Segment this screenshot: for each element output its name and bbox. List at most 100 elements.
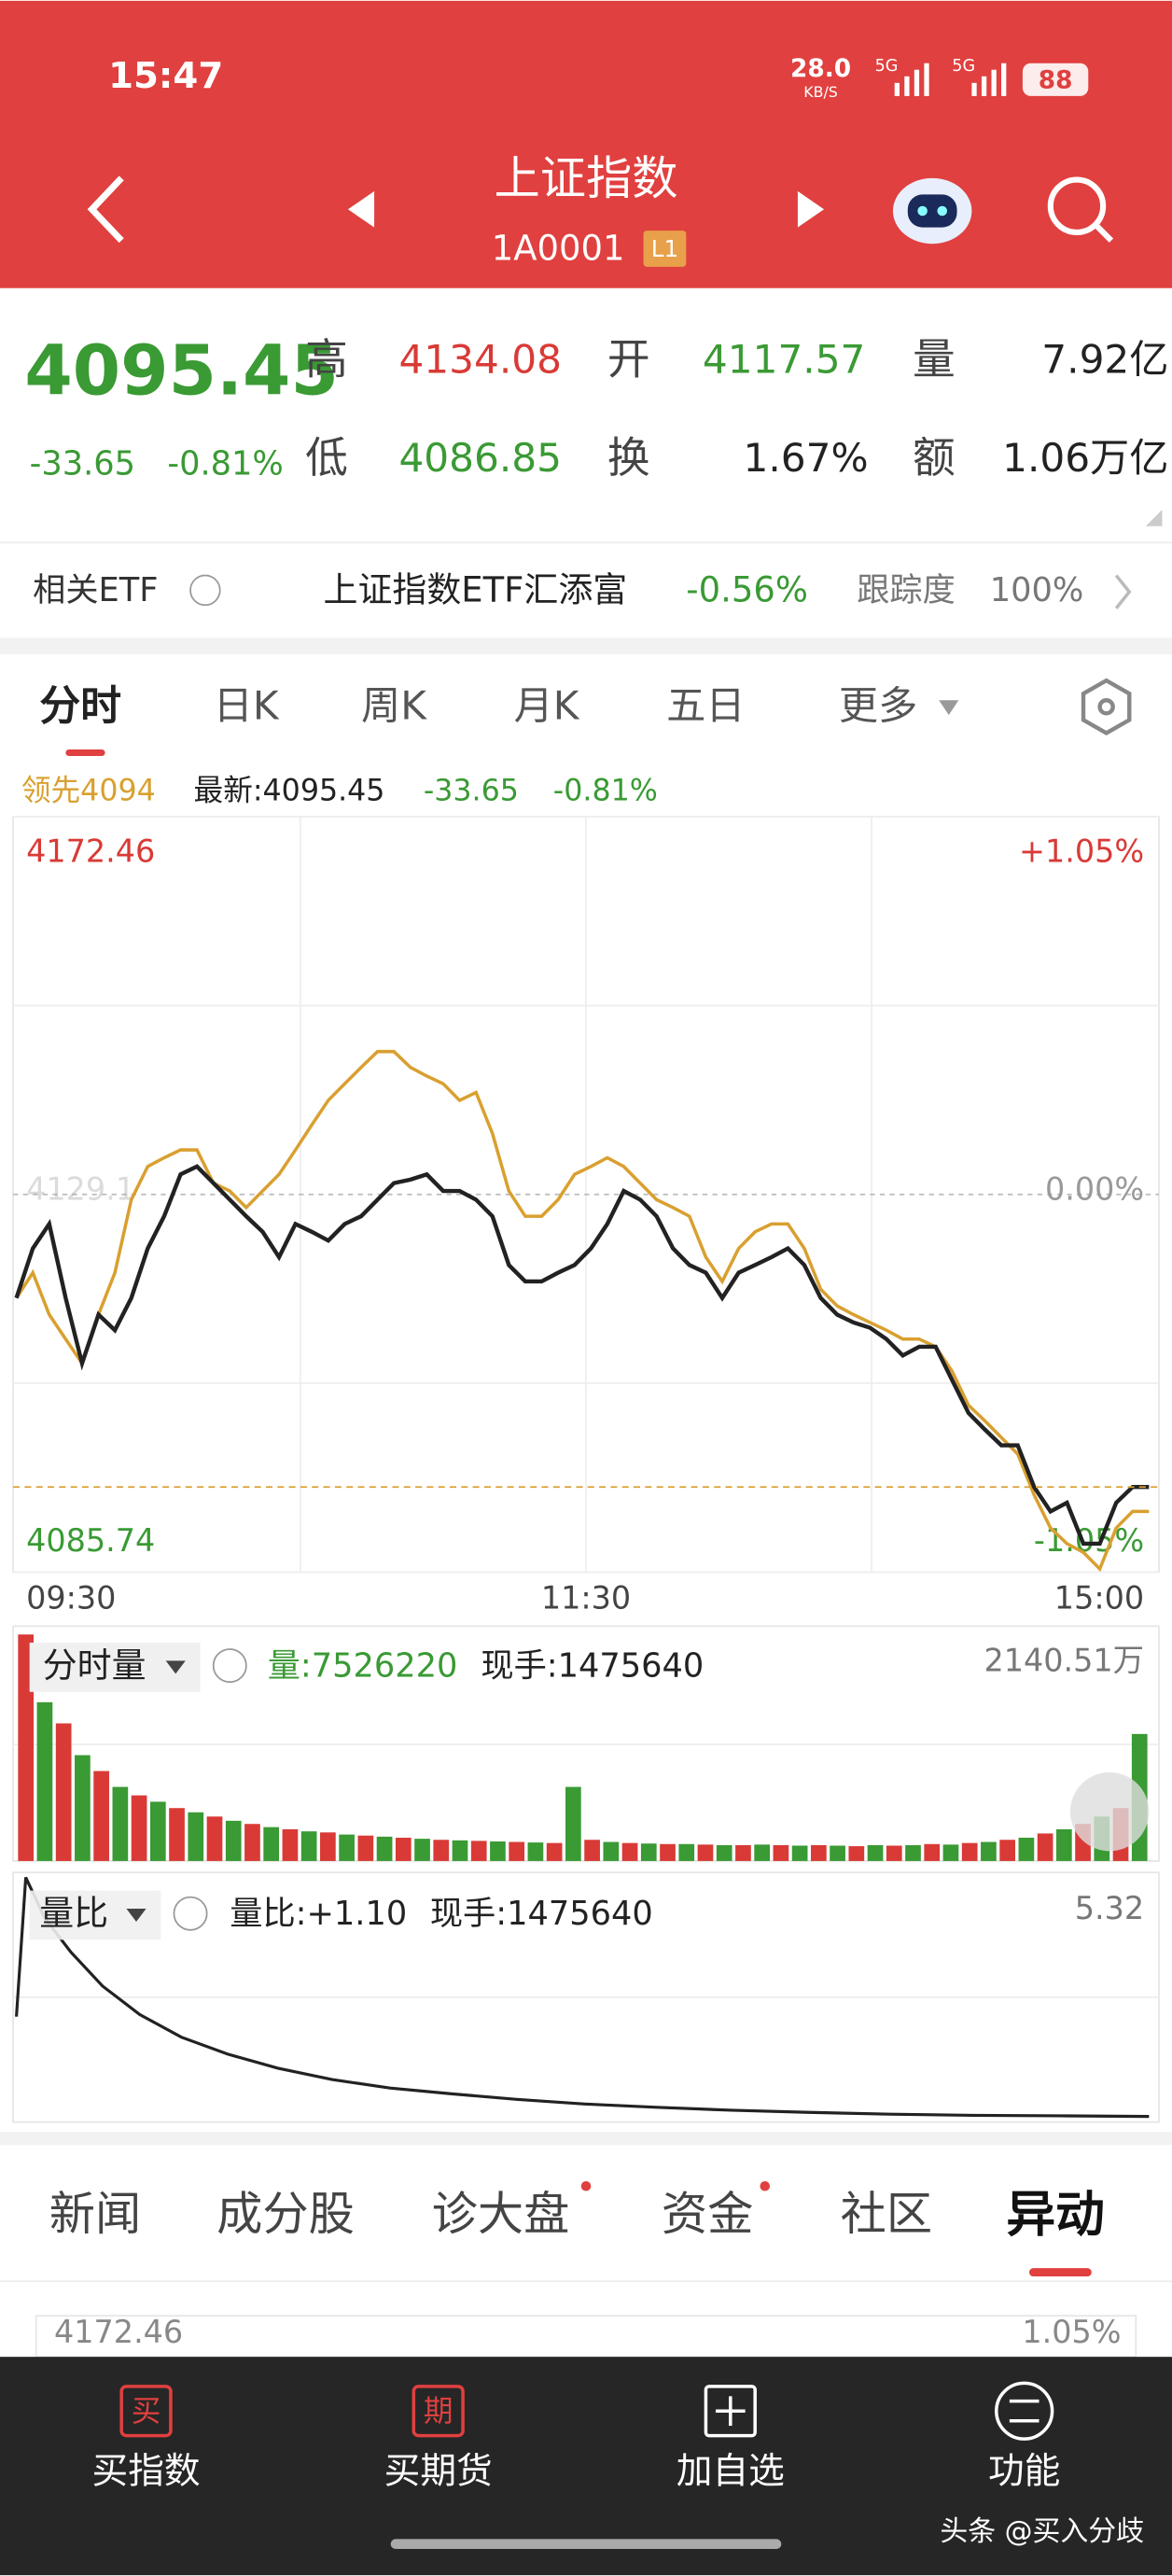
info-tab[interactable]: 新闻 [49,2187,141,2241]
volume-bar [357,1835,374,1861]
chart-tab[interactable]: 周K [361,683,427,729]
volume-bar [621,1842,638,1861]
quote-label: 额 [913,433,956,483]
level-badge [643,231,687,267]
back-button[interactable] [87,175,124,244]
chart-tab[interactable]: 月K [514,683,580,729]
volume-bar [867,1844,884,1861]
volume-bar [282,1828,299,1861]
volume-bar [75,1755,91,1861]
bottom-nav [0,2357,1172,2576]
peek-left: 4172.46 [54,2314,183,2350]
ratio-max: 5.32 [1075,1890,1144,1926]
volume-bar [225,1820,242,1861]
header-bg [0,0,1172,288]
volume-bar [716,1844,732,1861]
track-label: 跟踪度 [857,571,956,609]
chart-tab[interactable]: 日K [214,683,280,729]
net-type: 5G [875,57,899,76]
quote-value: 4086.85 [398,435,562,481]
x-tick-label: 09:30 [26,1580,116,1617]
chevron[interactable] [1114,574,1132,609]
search-button[interactable] [1047,176,1114,243]
etf-name[interactable]: 上证指数ETF汇添富 [324,570,628,610]
level-badge-text: L1 [651,235,678,262]
volume-bar [848,1846,865,1861]
volume-bar [36,1701,53,1861]
nav-label[interactable]: 加自选 [677,2451,785,2493]
help-icon[interactable] [173,1896,208,1931]
volume-bar [169,1808,185,1861]
volume-bar [263,1827,280,1861]
chart-tab[interactable]: 分时 [39,682,121,730]
volume-amount: 量:7526220 [268,1646,458,1685]
assistant-button[interactable] [892,177,972,245]
expand-button[interactable] [1069,1771,1150,1852]
battery-level: 88 [1039,67,1073,95]
more-arrow[interactable] [939,700,959,716]
last-price: 4095.45 [24,330,338,411]
settings-button[interactable] [1081,678,1132,735]
watermark: 头条 @买入分歧 [940,2515,1144,2548]
volume-max: 2140.51万 [984,1643,1145,1679]
nav-label[interactable]: 功能 [988,2451,1060,2493]
price-change-pct: -0.81% [167,445,283,483]
dropdown-arrow [126,1908,146,1923]
ratio-hand: 现手:1475640 [430,1895,653,1933]
volume-hand: 现手:1475640 [481,1646,704,1685]
volume-bar [320,1832,336,1861]
volume-bar [981,1841,997,1861]
help-icon[interactable] [212,1648,247,1684]
volume-bar [93,1771,109,1861]
track-value: 100% [990,571,1084,609]
settings-dot [1097,698,1115,716]
volume-bar [886,1845,902,1861]
etf-change: -0.56% [686,570,808,610]
chart-tab[interactable]: 五日 [666,683,745,729]
pct-tick-label: +1.05% [1019,833,1144,869]
pct-tick-label: 0.00% [1045,1171,1144,1208]
signal-icons [894,63,1007,96]
legend-pct: -0.81% [553,775,658,808]
header-code: 1A0001 [492,229,625,269]
info-tab[interactable]: 诊大盘 [432,2187,570,2241]
info-tab[interactable]: 成分股 [216,2187,355,2241]
volume-bar [773,1844,789,1861]
ratio-line [15,1876,1150,2119]
quote-label: 高 [305,334,348,384]
info-tab[interactable]: 社区 [841,2187,933,2241]
volume-bar [905,1844,921,1861]
y-tick-label: 4085.74 [26,1522,155,1559]
volume-bar [735,1844,751,1861]
volume-bar [1055,1828,1072,1861]
etf-label: 相关ETF [33,571,158,609]
next-button[interactable] [797,190,825,228]
quote-value: 1.67% [743,435,868,481]
legend-change: -33.65 [424,775,519,808]
nav-label[interactable]: 买指数 [92,2451,201,2493]
separator [0,637,1172,654]
help-icon[interactable] [189,574,221,607]
home-indicator [390,2539,782,2549]
volume-bar [509,1841,525,1861]
info-tab[interactable]: 异动 [1006,2186,1105,2243]
volume-bar [188,1812,204,1861]
volume-bar [112,1786,129,1861]
corner-mark [1145,510,1163,526]
prev-button[interactable] [347,190,375,228]
info-tab[interactable]: 资金 [662,2187,754,2241]
volume-bar [810,1844,827,1861]
quote-value: 4117.57 [703,336,866,382]
nav-label[interactable]: 买期货 [384,2451,493,2493]
volume-bar [433,1840,450,1861]
nav-icon-text: 期 [424,2395,453,2429]
volume-bar [660,1843,676,1861]
peek-right: 1.05% [1022,2314,1121,2350]
chart-tab[interactable]: 更多 [839,683,917,729]
volume-bar [55,1723,72,1861]
quote-value: 4134.08 [398,336,562,382]
quote-label: 换 [607,433,650,483]
dropdown-arrow [165,1660,186,1674]
volume-bar [961,1842,978,1861]
volume-bar [376,1836,393,1861]
